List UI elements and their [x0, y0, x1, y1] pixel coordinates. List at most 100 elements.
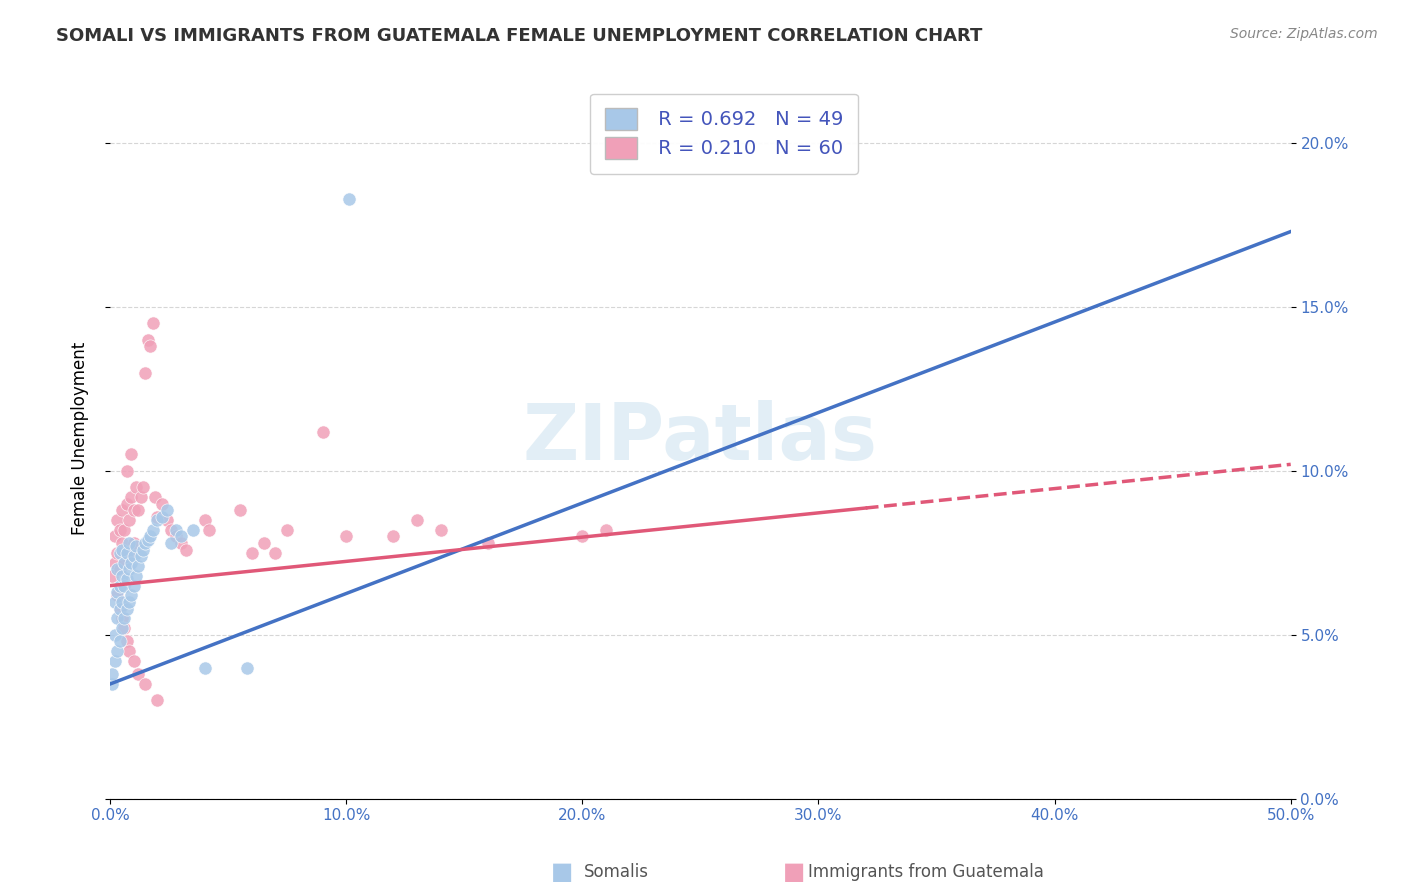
Point [115, 497, 138, 511]
Point [104, 529, 127, 543]
Point [112, 556, 135, 570]
Point [105, 513, 128, 527]
Point [115, 546, 138, 560]
Point [111, 503, 134, 517]
Point [108, 601, 131, 615]
Point [165, 523, 187, 537]
Point [108, 562, 131, 576]
Point [477, 536, 499, 550]
Point [120, 448, 142, 462]
Point [122, 654, 145, 668]
Point [118, 546, 141, 560]
Point [108, 579, 131, 593]
Point [105, 562, 128, 576]
Point [118, 595, 141, 609]
Text: ■: ■ [551, 861, 574, 884]
Point [240, 546, 263, 560]
Point [122, 579, 145, 593]
Point [136, 333, 159, 347]
Point [101, 569, 124, 583]
Point [101, 677, 124, 691]
Point [132, 480, 155, 494]
Point [181, 523, 204, 537]
Point [115, 464, 138, 478]
Point [118, 513, 141, 527]
Point [156, 513, 179, 527]
Point [108, 634, 131, 648]
Point [134, 677, 156, 691]
Point [142, 316, 165, 330]
Point [165, 529, 187, 543]
Point [115, 572, 138, 586]
Point [118, 644, 141, 658]
Point [111, 536, 134, 550]
Point [108, 546, 131, 560]
Point [193, 660, 215, 674]
Point [198, 523, 221, 537]
Point [143, 490, 166, 504]
Point [104, 595, 127, 609]
Point [105, 546, 128, 560]
Point [104, 654, 127, 668]
Point [105, 644, 128, 658]
Point [115, 601, 138, 615]
Point [170, 529, 193, 543]
Point [129, 490, 152, 504]
Point [122, 549, 145, 563]
Point [264, 546, 287, 560]
Point [134, 366, 156, 380]
Point [142, 523, 165, 537]
Point [105, 585, 128, 599]
Point [112, 523, 135, 537]
Point [111, 595, 134, 609]
Point [112, 556, 135, 570]
Point [132, 542, 155, 557]
Text: ■: ■ [783, 861, 806, 884]
Point [111, 569, 134, 583]
Point [108, 601, 131, 615]
Text: Somalis: Somalis [583, 863, 648, 881]
Point [174, 542, 197, 557]
Point [112, 579, 135, 593]
Point [105, 611, 128, 625]
Legend:  R = 0.692   N = 49,  R = 0.210   N = 60: R = 0.692 N = 49, R = 0.210 N = 60 [591, 94, 858, 174]
Point [120, 490, 142, 504]
Point [170, 536, 193, 550]
Point [311, 425, 333, 439]
Point [104, 556, 127, 570]
Point [111, 621, 134, 635]
Text: SOMALI VS IMMIGRANTS FROM GUATEMALA FEMALE UNEMPLOYMENT CORRELATION CHART: SOMALI VS IMMIGRANTS FROM GUATEMALA FEMA… [56, 27, 983, 45]
Point [104, 628, 127, 642]
Point [129, 549, 152, 563]
Point [335, 529, 357, 543]
Point [115, 634, 138, 648]
Point [105, 589, 128, 603]
Y-axis label: Female Unemployment: Female Unemployment [72, 342, 89, 534]
Point [229, 503, 252, 517]
Point [382, 529, 405, 543]
Point [112, 611, 135, 625]
Point [160, 523, 183, 537]
Point [120, 556, 142, 570]
Point [160, 536, 183, 550]
Point [150, 497, 173, 511]
Point [122, 503, 145, 517]
Point [118, 562, 141, 576]
Point [595, 523, 617, 537]
Point [252, 536, 274, 550]
Point [276, 523, 298, 537]
Point [127, 503, 149, 517]
Point [139, 529, 162, 543]
Point [429, 523, 451, 537]
Point [146, 509, 169, 524]
Point [127, 558, 149, 573]
Point [120, 589, 142, 603]
Point [118, 536, 141, 550]
Point [108, 523, 131, 537]
Point [139, 339, 162, 353]
Point [101, 667, 124, 681]
Point [125, 569, 148, 583]
Point [193, 513, 215, 527]
Point [150, 509, 173, 524]
Point [112, 621, 135, 635]
